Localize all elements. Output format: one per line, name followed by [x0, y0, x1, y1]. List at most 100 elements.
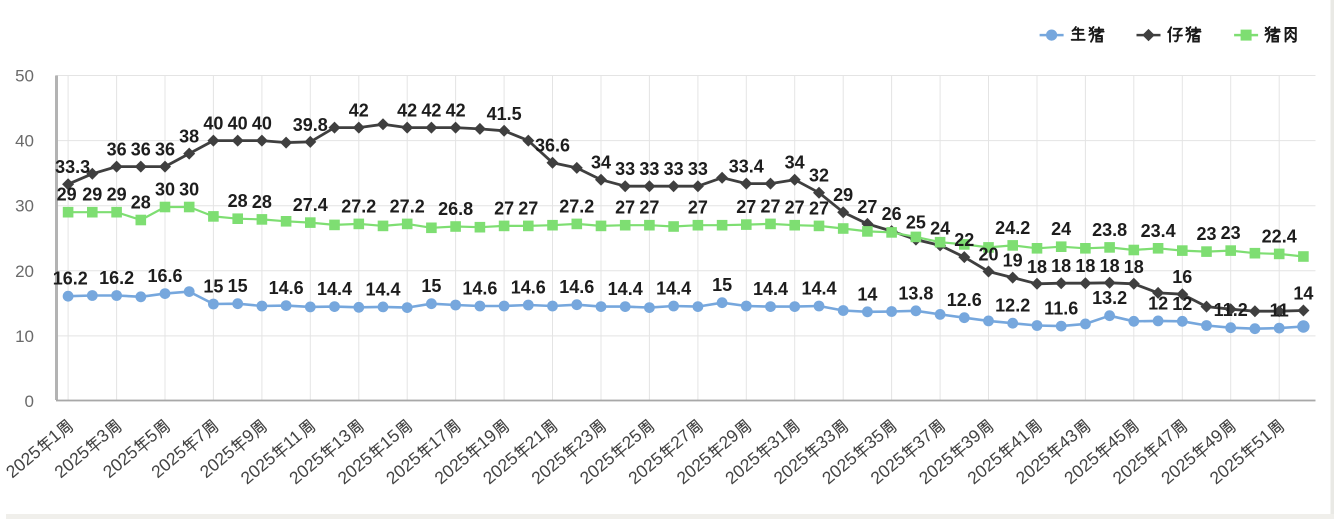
- svg-text:14.6: 14.6: [462, 279, 497, 299]
- svg-text:14.4: 14.4: [801, 279, 836, 299]
- svg-text:14: 14: [857, 284, 877, 304]
- svg-text:42: 42: [349, 101, 369, 121]
- svg-text:12.2: 12.2: [995, 296, 1030, 316]
- svg-text:22.4: 22.4: [1262, 226, 1297, 246]
- svg-text:24.2: 24.2: [995, 218, 1030, 238]
- svg-text:34: 34: [785, 153, 805, 173]
- svg-text:24: 24: [930, 218, 950, 238]
- svg-text:27.4: 27.4: [293, 195, 328, 215]
- svg-text:42: 42: [446, 101, 466, 121]
- svg-text:11: 11: [1270, 301, 1289, 321]
- svg-text:42: 42: [421, 101, 441, 121]
- svg-text:30: 30: [179, 180, 199, 200]
- svg-text:28: 28: [131, 193, 151, 213]
- svg-text:26: 26: [882, 204, 902, 224]
- svg-text:14.4: 14.4: [656, 279, 691, 299]
- svg-text:38: 38: [179, 127, 199, 147]
- svg-text:14: 14: [1293, 284, 1313, 304]
- svg-text:33: 33: [688, 159, 708, 179]
- svg-text:36: 36: [131, 140, 151, 160]
- svg-text:27.2: 27.2: [341, 196, 376, 216]
- svg-text:15: 15: [203, 277, 223, 297]
- svg-text:16.6: 16.6: [147, 266, 182, 286]
- svg-text:10: 10: [15, 327, 34, 346]
- svg-text:39.8: 39.8: [293, 115, 328, 135]
- svg-text:40: 40: [228, 114, 248, 134]
- svg-text:33.4: 33.4: [729, 157, 764, 177]
- svg-text:30: 30: [155, 180, 175, 200]
- svg-text:18: 18: [1124, 257, 1144, 277]
- svg-text:40: 40: [252, 114, 272, 134]
- svg-text:27: 27: [494, 198, 514, 218]
- svg-text:23.8: 23.8: [1092, 220, 1127, 240]
- svg-text:27: 27: [857, 197, 877, 217]
- svg-text:36: 36: [107, 140, 127, 160]
- svg-text:20: 20: [15, 262, 34, 281]
- svg-text:30: 30: [15, 197, 34, 216]
- svg-text:33: 33: [664, 159, 684, 179]
- svg-text:29: 29: [833, 185, 853, 205]
- svg-text:14.4: 14.4: [365, 279, 400, 299]
- svg-text:33: 33: [639, 159, 659, 179]
- svg-text:27: 27: [785, 198, 805, 218]
- svg-text:14.6: 14.6: [269, 278, 304, 298]
- svg-text:16.2: 16.2: [99, 268, 134, 288]
- svg-text:15: 15: [712, 275, 732, 295]
- svg-text:11.2: 11.2: [1214, 300, 1248, 320]
- svg-text:13.8: 13.8: [898, 283, 933, 303]
- svg-text:22: 22: [954, 230, 974, 250]
- svg-text:14.4: 14.4: [608, 279, 643, 299]
- svg-text:14.4: 14.4: [753, 279, 788, 299]
- svg-text:23: 23: [1196, 224, 1216, 244]
- svg-text:16.2: 16.2: [53, 269, 88, 289]
- svg-text:23.4: 23.4: [1141, 221, 1176, 241]
- svg-text:42: 42: [397, 101, 417, 121]
- svg-text:29: 29: [57, 185, 77, 205]
- svg-text:12.6: 12.6: [947, 290, 982, 310]
- svg-text:12: 12: [1148, 293, 1168, 313]
- svg-text:24: 24: [1051, 219, 1071, 239]
- svg-text:16: 16: [1172, 267, 1192, 287]
- svg-text:25: 25: [906, 213, 926, 233]
- svg-text:13.2: 13.2: [1092, 288, 1127, 308]
- svg-text:41.5: 41.5: [487, 104, 522, 124]
- svg-text:27: 27: [688, 198, 708, 218]
- svg-text:27: 27: [639, 198, 659, 218]
- svg-text:19: 19: [1003, 251, 1023, 271]
- svg-text:14.4: 14.4: [317, 279, 352, 299]
- svg-text:18: 18: [1075, 256, 1095, 276]
- svg-text:27: 27: [615, 198, 635, 218]
- svg-text:11.6: 11.6: [1044, 299, 1078, 319]
- svg-text:40: 40: [15, 132, 34, 151]
- svg-text:27: 27: [809, 198, 829, 218]
- svg-text:27.2: 27.2: [559, 196, 594, 216]
- svg-text:28: 28: [228, 191, 248, 211]
- svg-text:27: 27: [518, 198, 538, 218]
- svg-text:15: 15: [228, 276, 248, 296]
- svg-text:33.3: 33.3: [55, 157, 90, 177]
- svg-text:40: 40: [203, 114, 223, 134]
- svg-text:18: 18: [1027, 257, 1047, 277]
- svg-text:0: 0: [25, 392, 34, 411]
- svg-text:28: 28: [252, 192, 272, 212]
- svg-text:27: 27: [736, 197, 756, 217]
- svg-text:34: 34: [591, 153, 611, 173]
- svg-text:36: 36: [155, 140, 175, 160]
- svg-text:36.6: 36.6: [535, 136, 570, 156]
- svg-text:29: 29: [107, 185, 127, 205]
- svg-text:50: 50: [15, 67, 34, 86]
- svg-text:20: 20: [978, 245, 998, 265]
- svg-text:18: 18: [1100, 256, 1120, 276]
- svg-text:15: 15: [421, 276, 441, 296]
- svg-text:29: 29: [82, 185, 102, 205]
- svg-text:32: 32: [809, 166, 829, 186]
- svg-text:12: 12: [1172, 294, 1192, 314]
- svg-text:14.6: 14.6: [559, 277, 594, 297]
- svg-text:14.6: 14.6: [511, 278, 546, 298]
- svg-text:33: 33: [615, 159, 635, 179]
- svg-text:18: 18: [1051, 256, 1071, 276]
- svg-text:23: 23: [1221, 223, 1241, 243]
- svg-text:27: 27: [760, 196, 780, 216]
- svg-text:26.8: 26.8: [438, 199, 473, 219]
- svg-text:27.2: 27.2: [390, 196, 425, 216]
